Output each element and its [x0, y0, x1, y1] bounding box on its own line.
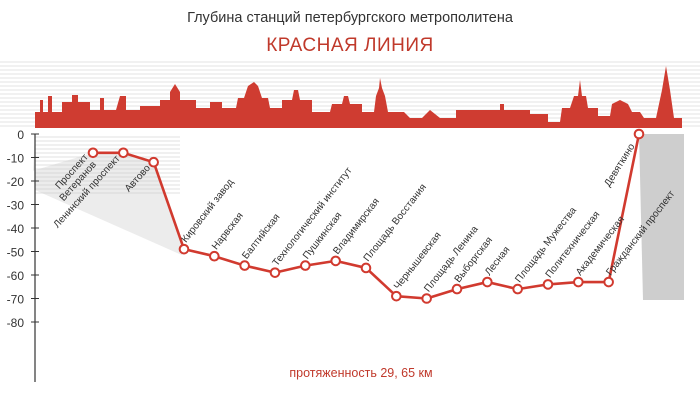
- station-marker: [633, 128, 645, 140]
- ground-area: [33, 134, 184, 256]
- y-tick-label: 0: [17, 128, 24, 142]
- station-marker: [573, 276, 584, 288]
- station-marker: [87, 147, 99, 159]
- station-marker: [391, 290, 402, 302]
- station-marker: [330, 255, 341, 267]
- ground-fade: [639, 134, 684, 300]
- y-tick-label: -60: [7, 269, 25, 283]
- chart-title: Глубина станций петербургского метрополи…: [187, 10, 513, 26]
- station-marker: [300, 260, 311, 271]
- station-marker: [421, 293, 432, 304]
- station-marker: [542, 279, 554, 290]
- y-tick-label: -70: [7, 293, 25, 307]
- station-marker: [239, 260, 250, 271]
- y-tick-label: -10: [7, 152, 25, 166]
- city-skyline-illustration: [35, 66, 682, 128]
- station-marker: [269, 267, 281, 278]
- station-marker: [209, 250, 220, 262]
- station-marker: [148, 156, 159, 168]
- y-tick-label: -40: [7, 222, 25, 236]
- chart-subtitle: КРАСНАЯ ЛИНИЯ: [266, 35, 434, 56]
- station-label: Нарвская: [210, 211, 246, 253]
- skyline-base: [35, 66, 682, 128]
- y-tick-label: -20: [7, 175, 25, 189]
- station-marker: [603, 276, 614, 288]
- station-marker: [451, 283, 463, 295]
- station-marker: [118, 147, 129, 159]
- length-annotation: протяженность 29, 65 км: [289, 366, 432, 380]
- y-axis: 0 -10 -20 -30 -40 -50 -60 -70 -80: [7, 128, 39, 382]
- station-marker: [360, 262, 372, 274]
- y-tick-label: -80: [7, 316, 25, 330]
- y-tick-label: -30: [7, 199, 25, 213]
- station-marker: [482, 276, 493, 288]
- y-tick-label: -50: [7, 246, 25, 260]
- station-markers: [87, 128, 645, 304]
- station-marker: [512, 283, 523, 295]
- station-marker: [178, 243, 190, 255]
